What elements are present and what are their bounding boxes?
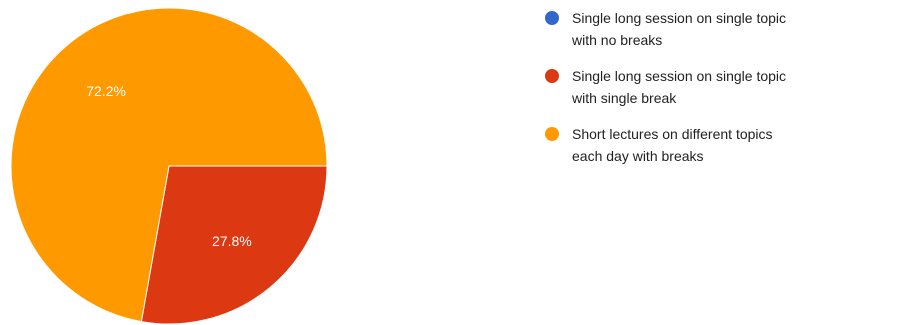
pie-slice-label-2: 72.2% [86, 83, 126, 99]
legend-label-2-line-1: each day with breaks [572, 148, 704, 164]
pie-slice-labels: 27.8% 72.2% [86, 83, 252, 249]
legend-label-2-line-0: Short lectures on different topics [572, 126, 773, 142]
legend-label-1-line-1: with single break [571, 90, 677, 106]
pie-slices [10, 7, 328, 325]
legend-item-0[interactable]: Single long session on single topic with … [545, 10, 786, 48]
pie-slice-1[interactable] [140, 165, 328, 325]
legend-item-1[interactable]: Single long session on single topic with … [545, 68, 786, 106]
legend-item-2[interactable]: Short lectures on different topics each d… [545, 126, 773, 164]
legend-label-1-line-0: Single long session on single topic [572, 68, 786, 84]
legend-swatch-0 [545, 11, 559, 25]
legend: Single long session on single topic with … [545, 10, 786, 164]
pie-slice-2[interactable] [10, 7, 328, 323]
legend-swatch-2 [545, 127, 559, 141]
legend-swatch-1 [545, 69, 559, 83]
legend-label-0-line-1: with no breaks [571, 32, 662, 48]
legend-label-0-line-0: Single long session on single topic [572, 10, 786, 26]
pie-slice-label-1: 27.8% [212, 233, 252, 249]
